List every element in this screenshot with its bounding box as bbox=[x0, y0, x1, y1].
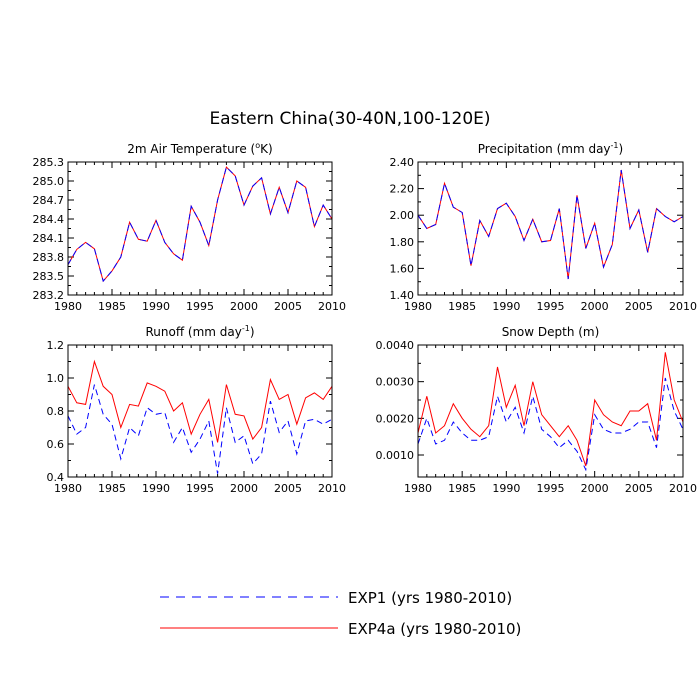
series-exp1-line bbox=[417, 377, 684, 472]
x-tick-label: 1995 bbox=[537, 482, 565, 495]
x-tick-label: 1995 bbox=[186, 300, 214, 313]
y-tick-label: 1.80 bbox=[390, 236, 415, 249]
x-tick-label: 2005 bbox=[274, 482, 302, 495]
x-tick-label: 2000 bbox=[581, 482, 609, 495]
plot-frame bbox=[417, 344, 684, 478]
x-tick-label: 1990 bbox=[142, 482, 170, 495]
x-tick-label: 1990 bbox=[142, 300, 170, 313]
y-tick-label: 283.8 bbox=[33, 251, 65, 264]
panel-title: Snow Depth (m) bbox=[502, 325, 600, 339]
y-tick-label: 1.0 bbox=[47, 372, 65, 385]
panels: 2m Air Temperature (oK) 1980 1985 1990 1995 2… bbox=[33, 141, 698, 495]
x-tick-label: 2010 bbox=[669, 300, 697, 313]
panel-4: Snow Depth (m) 1980 1985 1990 1995 2000 2005 20… bbox=[376, 325, 698, 495]
x-tick-label: 1990 bbox=[492, 482, 520, 495]
x-tick-label: 2005 bbox=[625, 300, 653, 313]
plot-frame bbox=[417, 161, 684, 296]
y-tick-label: 284.1 bbox=[33, 232, 65, 245]
y-tick-label: 283.2 bbox=[33, 289, 65, 302]
y-tick-label: 0.0030 bbox=[376, 376, 415, 389]
y-tick-label: 0.0010 bbox=[376, 449, 415, 462]
plot-frame bbox=[67, 344, 333, 478]
x-tick-label: 2010 bbox=[318, 482, 346, 495]
panel-title: 2m Air Temperature (oK) bbox=[127, 141, 272, 156]
series-exp4a-line bbox=[417, 352, 684, 467]
series-exp4a-line bbox=[67, 166, 333, 283]
x-tick-label: 2000 bbox=[581, 300, 609, 313]
series-exp4a-line bbox=[417, 169, 684, 280]
x-tick-label: 1980 bbox=[54, 482, 82, 495]
panel-1: 2m Air Temperature (oK) 1980 1985 1990 1995 2… bbox=[33, 141, 347, 313]
plot-frame bbox=[67, 161, 333, 296]
y-tick-label: 1.2 bbox=[47, 339, 65, 352]
x-tick-label: 1980 bbox=[404, 482, 432, 495]
y-tick-label: 285.3 bbox=[33, 156, 65, 169]
y-tick-label: 1.60 bbox=[390, 262, 415, 275]
y-tick-label: 0.6 bbox=[47, 438, 65, 451]
legend: EXP1 (yrs 1980-2010) EXP4a (yrs 1980-201… bbox=[160, 589, 521, 638]
x-tick-label: 2005 bbox=[274, 300, 302, 313]
legend-label-exp1: EXP1 (yrs 1980-2010) bbox=[348, 589, 512, 607]
y-tick-label: 284.4 bbox=[33, 213, 65, 226]
x-tick-label: 1990 bbox=[492, 300, 520, 313]
y-tick-label: 0.0040 bbox=[376, 339, 415, 352]
x-tick-label: 2010 bbox=[318, 300, 346, 313]
figure-title: Eastern China(30-40N,100-120E) bbox=[209, 109, 490, 129]
x-tick-label: 2000 bbox=[230, 482, 258, 495]
series-exp4a-line bbox=[67, 359, 333, 443]
legend-label-exp4a: EXP4a (yrs 1980-2010) bbox=[348, 620, 521, 638]
y-tick-label: 284.7 bbox=[33, 194, 65, 207]
y-tick-label: 0.4 bbox=[47, 471, 65, 484]
y-tick-label: 0.8 bbox=[47, 405, 65, 418]
panel-2: Precipitation (mm day-1) 1980 1985 1990 1995… bbox=[390, 141, 698, 313]
x-tick-label: 1995 bbox=[537, 300, 565, 313]
x-tick-label: 2010 bbox=[669, 482, 697, 495]
series-exp1-line bbox=[67, 384, 333, 474]
x-tick-label: 1995 bbox=[186, 482, 214, 495]
x-tick-label: 1985 bbox=[448, 482, 476, 495]
y-tick-label: 1.40 bbox=[390, 289, 415, 302]
x-tick-label: 2000 bbox=[230, 300, 258, 313]
panel-title: Runoff (mm day-1) bbox=[145, 324, 254, 339]
y-tick-label: 283.5 bbox=[33, 270, 65, 283]
x-tick-label: 2005 bbox=[625, 482, 653, 495]
series-exp1-line bbox=[67, 166, 333, 283]
y-tick-label: 285.0 bbox=[33, 175, 65, 188]
y-tick-label: 2.20 bbox=[390, 183, 415, 196]
panel-title: Precipitation (mm day-1) bbox=[478, 141, 623, 156]
x-tick-label: 1980 bbox=[54, 300, 82, 313]
x-tick-label: 1985 bbox=[98, 482, 126, 495]
x-tick-label: 1985 bbox=[98, 300, 126, 313]
series-exp1-line bbox=[417, 169, 684, 280]
y-tick-label: 0.0020 bbox=[376, 412, 415, 425]
x-tick-label: 1985 bbox=[448, 300, 476, 313]
panel-3: Runoff (mm day-1) 1980 1985 1990 1995 2000 200… bbox=[47, 324, 347, 495]
x-tick-label: 1980 bbox=[404, 300, 432, 313]
y-tick-label: 2.40 bbox=[390, 156, 415, 169]
y-tick-label: 2.00 bbox=[390, 209, 415, 222]
